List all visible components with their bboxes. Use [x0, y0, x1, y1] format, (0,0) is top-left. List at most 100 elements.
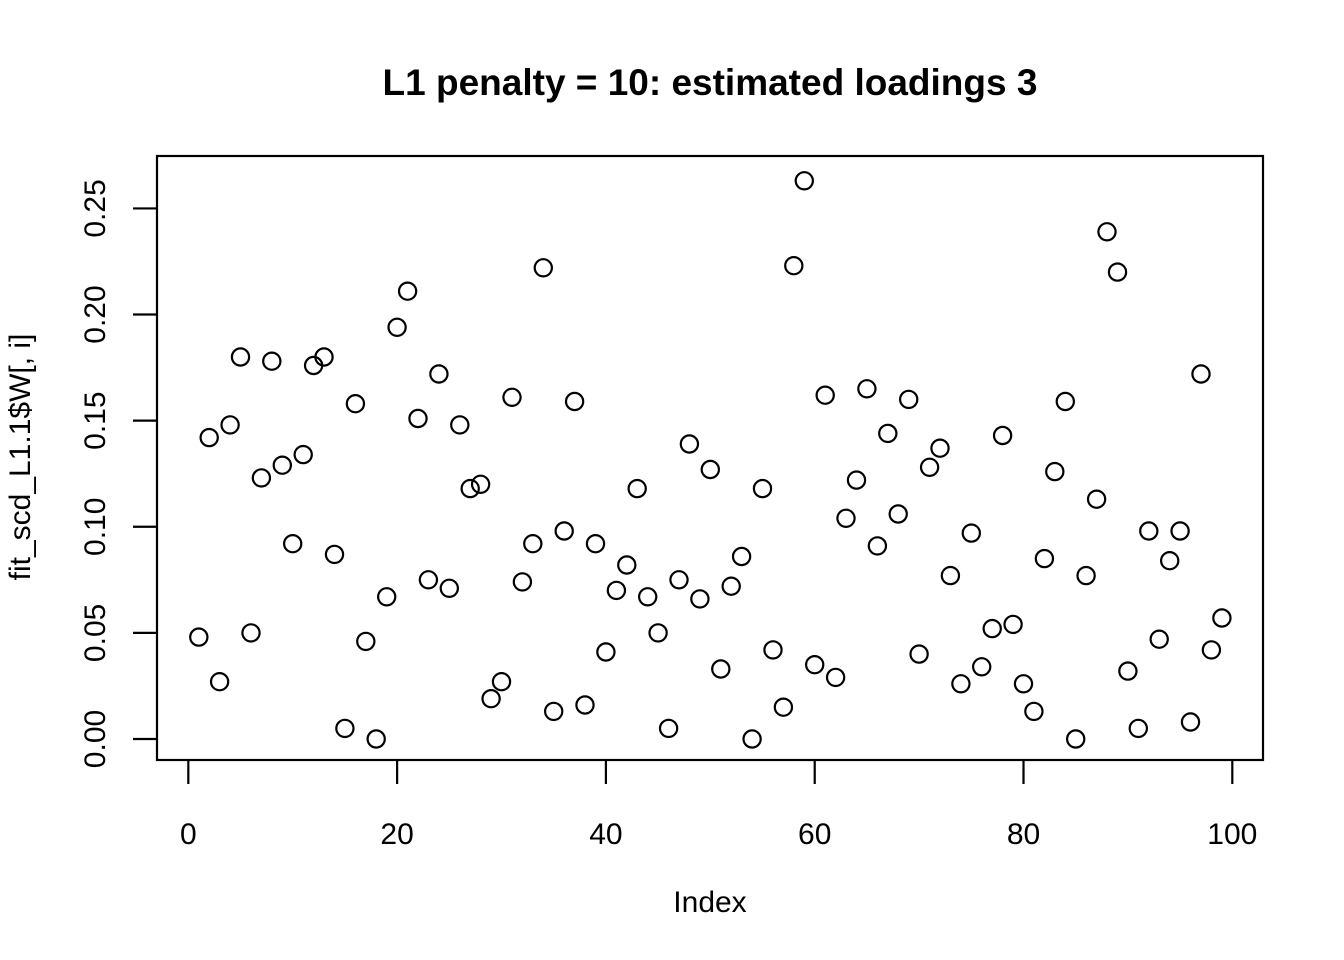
data-point [1097, 222, 1117, 242]
y-axis-label: fit_scd_L1.1$W[, i] [4, 334, 37, 581]
data-point [992, 425, 1013, 446]
data-point [658, 718, 679, 739]
data-point [429, 364, 449, 384]
data-point [731, 546, 752, 567]
data-point [1149, 629, 1169, 649]
data-point [878, 423, 898, 444]
data-point [825, 667, 846, 688]
y-tick-label: 0.20 [79, 285, 112, 343]
y-tick-label: 0.25 [79, 179, 112, 237]
data-point [335, 718, 355, 739]
data-point [533, 258, 554, 278]
data-point [784, 256, 804, 276]
data-point [638, 587, 658, 607]
data-point [1013, 674, 1034, 694]
data-point [721, 576, 741, 596]
data-point [867, 536, 888, 556]
data-point [627, 478, 647, 499]
data-point [418, 570, 439, 590]
y-tick-label: 0.05 [79, 604, 112, 662]
data-point [972, 657, 992, 677]
data-point [1065, 729, 1086, 749]
x-tick-label: 80 [1007, 818, 1040, 851]
x-axis-label: Index [673, 886, 746, 919]
data-point [241, 623, 261, 643]
data-point [836, 508, 856, 528]
data-point [794, 171, 815, 191]
data-point [1191, 364, 1211, 384]
data-point [763, 640, 783, 660]
data-point [251, 468, 272, 488]
data-point [679, 434, 700, 454]
data-point [199, 427, 219, 448]
data-point [648, 623, 668, 643]
data-point [575, 695, 595, 715]
data-point [951, 674, 971, 694]
data-point [669, 570, 689, 590]
data-point [961, 523, 982, 543]
x-axis-ticks: 0 20 40 60 80 100 [180, 760, 1257, 851]
data-point [283, 534, 303, 554]
plot-box [155, 154, 1265, 762]
data-points [189, 171, 1232, 749]
data-point [470, 474, 491, 494]
data-point [606, 580, 627, 601]
data-point [1076, 565, 1096, 586]
data-point [752, 478, 773, 499]
data-point [1045, 461, 1065, 482]
data-point [1086, 489, 1107, 509]
data-point [481, 689, 501, 709]
data-point [554, 521, 574, 541]
data-point [982, 618, 1002, 639]
data-point [189, 627, 209, 647]
data-point [272, 455, 292, 475]
data-point [1118, 661, 1138, 681]
data-point [564, 391, 585, 412]
data-point [585, 534, 606, 554]
data-point [397, 281, 418, 301]
x-tick-label: 40 [589, 818, 622, 851]
data-point [617, 555, 637, 575]
data-point [1180, 712, 1201, 732]
data-point [230, 347, 251, 367]
data-point [1003, 614, 1023, 635]
data-point [596, 642, 616, 662]
data-point [293, 444, 313, 465]
chart-title: L1 penalty = 10: estimated loadings 3 [383, 62, 1038, 103]
data-point [930, 438, 950, 458]
data-point [544, 701, 564, 722]
data-point [846, 470, 867, 490]
data-point [345, 394, 366, 414]
y-tick-label: 0.10 [79, 498, 112, 556]
data-point [220, 415, 240, 435]
data-point [815, 385, 835, 405]
data-point [1212, 608, 1232, 628]
data-point [773, 697, 794, 717]
data-point [324, 544, 345, 565]
data-point [439, 578, 459, 599]
data-point [408, 408, 428, 429]
data-point [1055, 391, 1076, 412]
data-point [1139, 521, 1159, 541]
data-point [356, 631, 376, 652]
data-point [919, 457, 940, 477]
data-point [1034, 548, 1055, 569]
data-point [1107, 262, 1128, 282]
data-point [460, 478, 480, 499]
data-point [742, 729, 762, 749]
y-tick-label: 0.00 [79, 710, 112, 768]
x-tick-label: 0 [180, 818, 197, 851]
x-tick-label: 20 [380, 818, 413, 851]
data-point [450, 415, 470, 435]
data-point [523, 534, 543, 554]
data-point [377, 587, 397, 607]
data-point [857, 379, 877, 399]
data-point [366, 729, 386, 749]
data-point [1024, 701, 1044, 722]
data-point [1170, 521, 1190, 541]
data-point [262, 351, 282, 371]
data-point [209, 672, 230, 692]
data-point [502, 387, 522, 407]
data-point [888, 504, 908, 524]
